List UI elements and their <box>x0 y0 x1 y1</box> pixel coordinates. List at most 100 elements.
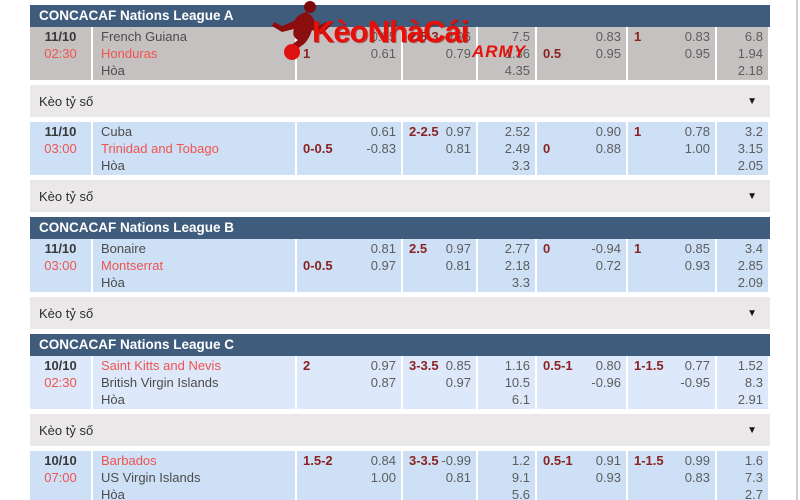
date-cell: 11/10 03:00 <box>30 239 91 292</box>
draw-label: Hòa <box>101 275 125 290</box>
odds-value: 0.96 <box>445 29 471 44</box>
date-cell: 10/10 02:30 <box>30 356 91 409</box>
handicap-ft-cell[interactable]: 0.61 0-0.5 -0.83 <box>297 122 401 175</box>
total-h1-cell[interactable]: 1-1.5 0.77 -0.95 <box>628 356 715 409</box>
odds-value: 2.91 <box>737 392 763 407</box>
total-line: 2-2.5 <box>409 124 439 139</box>
odds-1x2-ft-cell[interactable]: 7.5 1.36 4.35 <box>478 27 535 80</box>
total-line: 1 <box>634 29 642 44</box>
handicap-line: 0 <box>543 241 551 256</box>
odds-value: 2.18 <box>504 258 530 273</box>
odds-value: 10.5 <box>504 375 530 390</box>
odds-value: 3.15 <box>737 141 763 156</box>
handicap-h1-cell[interactable]: 0.5-1 0.80 -0.96 <box>537 356 626 409</box>
total-line <box>403 257 409 274</box>
odds-value: 3.3 <box>511 275 530 290</box>
odds-1x2-h1-cell[interactable]: 6.8 1.94 2.18 <box>717 27 768 80</box>
odds-value: 0.88 <box>595 141 621 156</box>
odds-1x2-h1-cell[interactable]: 1.52 8.3 2.91 <box>717 356 768 409</box>
odds-value: 0.85 <box>370 29 396 44</box>
match-time: 03:00 <box>44 141 77 156</box>
match-date: 11/10 <box>44 29 77 44</box>
odds-1x2-h1-cell[interactable]: 1.6 7.3 2.7 <box>717 451 768 500</box>
total-ft-cell[interactable]: 3-3.5 0.85 0.97 <box>403 356 476 409</box>
odds-value: 0.81 <box>445 141 471 156</box>
odds-value: 0.81 <box>445 470 471 485</box>
odds-value: 1.36 <box>504 46 530 61</box>
handicap-line <box>537 469 543 486</box>
handicap-h1-cell[interactable]: 0.5-1 0.91 0.93 <box>537 451 626 500</box>
odds-value: 2.18 <box>737 63 763 78</box>
home-team: French Guiana <box>101 29 187 44</box>
handicap-h1-cell[interactable]: 0 -0.94 0.72 <box>537 239 626 292</box>
total-h1-cell[interactable]: 1 0.85 0.93 <box>628 239 715 292</box>
total-ft-cell[interactable]: 2.5 0.97 0.81 <box>403 239 476 292</box>
odds-value: 0.87 <box>370 375 396 390</box>
odds-value: 4.35 <box>504 63 530 78</box>
handicap-ft-cell[interactable]: 0.81 0-0.5 0.97 <box>297 239 401 292</box>
score-odds-toggle[interactable]: Kèo tỷ số ▼ <box>30 297 770 329</box>
odds-value: -0.83 <box>366 141 396 156</box>
total-line <box>628 469 634 486</box>
total-line <box>403 469 409 486</box>
handicap-line <box>297 240 303 257</box>
odds-value: 0.99 <box>684 453 710 468</box>
match-time: 07:00 <box>44 470 77 485</box>
handicap-ft-cell[interactable]: 1.5-2 0.84 1.00 <box>297 451 401 500</box>
handicap-line <box>537 374 543 391</box>
odds-value: 0.81 <box>370 241 396 256</box>
total-ft-cell[interactable]: 2-2.5 0.97 0.81 <box>403 122 476 175</box>
handicap-line <box>297 374 303 391</box>
total-ft-cell[interactable]: 3-3.5 -0.99 0.81 <box>403 451 476 500</box>
total-line: 2.5 <box>409 241 428 256</box>
score-odds-toggle[interactable]: Kèo tỷ số ▼ <box>30 85 770 117</box>
odds-value: 0.90 <box>595 124 621 139</box>
odds-value: 0.85 <box>445 358 471 373</box>
away-team: US Virgin Islands <box>101 470 201 485</box>
odds-value: 6.1 <box>511 392 530 407</box>
total-line <box>628 45 634 62</box>
odds-value: 0.61 <box>370 46 396 61</box>
total-line: 2.5-3 <box>409 29 439 44</box>
handicap-line: 1.5-2 <box>303 453 333 468</box>
total-h1-cell[interactable]: 1 0.83 0.95 <box>628 27 715 80</box>
odds-1x2-ft-cell[interactable]: 1.2 9.1 5.6 <box>478 451 535 500</box>
handicap-h1-cell[interactable]: 0.90 0 0.88 <box>537 122 626 175</box>
odds-value: 0.95 <box>595 46 621 61</box>
home-team: Barbados <box>101 453 157 468</box>
date-cell: 11/10 03:00 <box>30 122 91 175</box>
score-odds-toggle[interactable]: Kèo tỷ số ▼ <box>30 414 770 446</box>
odds-1x2-ft-cell[interactable]: 2.77 2.18 3.3 <box>478 239 535 292</box>
score-odds-label: Kèo tỷ số <box>39 188 94 204</box>
total-h1-cell[interactable]: 1-1.5 0.99 0.83 <box>628 451 715 500</box>
odds-value: 7.3 <box>744 470 763 485</box>
match-date: 10/10 <box>44 358 77 373</box>
page-edge-line <box>796 0 798 500</box>
total-ft-cell[interactable]: 2.5-3 0.96 0.79 <box>403 27 476 80</box>
handicap-line: 0.5-1 <box>543 358 573 373</box>
handicap-ft-cell[interactable]: 2 0.97 0.87 <box>297 356 401 409</box>
match-row: 11/10 03:00 Bonaire Montserrat Hòa 0.81 … <box>30 239 770 292</box>
odds-value: 0.97 <box>370 258 396 273</box>
draw-label: Hòa <box>101 63 125 78</box>
odds-value: 0.84 <box>370 453 396 468</box>
odds-1x2-ft-cell[interactable]: 1.16 10.5 6.1 <box>478 356 535 409</box>
odds-1x2-h1-cell[interactable]: 3.2 3.15 2.05 <box>717 122 768 175</box>
odds-value: 0.61 <box>370 124 396 139</box>
odds-value: 0.83 <box>595 29 621 44</box>
handicap-line: 0-0.5 <box>303 141 333 156</box>
score-odds-label: Kèo tỷ số <box>39 422 94 438</box>
score-odds-toggle[interactable]: Kèo tỷ số ▼ <box>30 180 770 212</box>
odds-1x2-h1-cell[interactable]: 3.4 2.85 2.09 <box>717 239 768 292</box>
date-cell: 11/10 02:30 <box>30 27 91 80</box>
score-odds-label: Kèo tỷ số <box>39 305 94 321</box>
total-h1-cell[interactable]: 1 0.78 1.00 <box>628 122 715 175</box>
match-date: 11/10 <box>44 124 77 139</box>
total-line: 1 <box>634 124 642 139</box>
odds-value: 1.16 <box>504 358 530 373</box>
odds-value: 0.78 <box>684 124 710 139</box>
handicap-h1-cell[interactable]: 0.83 0.5 0.95 <box>537 27 626 80</box>
odds-1x2-ft-cell[interactable]: 2.52 2.49 3.3 <box>478 122 535 175</box>
handicap-ft-cell[interactable]: 0.85 1 0.61 <box>297 27 401 80</box>
odds-value: -0.94 <box>591 241 621 256</box>
